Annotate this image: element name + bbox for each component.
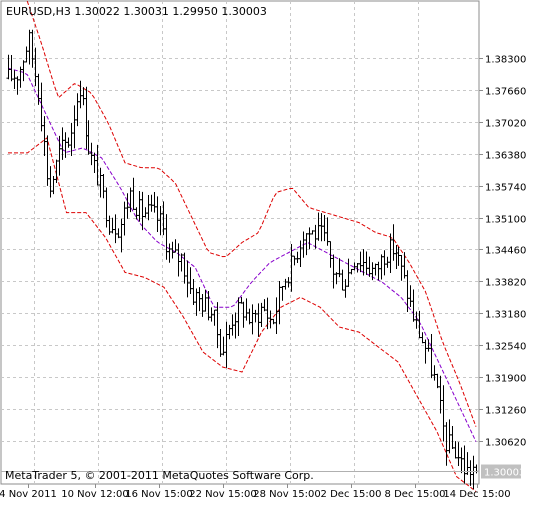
x-tick-label: 10 Nov 12:00 xyxy=(61,489,128,500)
y-tick-label: 1.33180 xyxy=(485,310,526,321)
y-tick-label: 1.31260 xyxy=(485,406,526,417)
y-tick-label: 1.34460 xyxy=(485,246,526,257)
price-bars xyxy=(6,29,479,490)
x-tick-label: 4 Nov 2011 xyxy=(0,489,57,500)
y-tick-label: 1.35740 xyxy=(485,183,526,194)
axes: 1.38300 1.37660 1.37020 1.36380 1.35740 1.351… xyxy=(0,55,526,501)
y-tick-label: 1.30620 xyxy=(485,438,526,449)
grid xyxy=(1,1,479,484)
x-tick-label: 2 Dec 15:00 xyxy=(321,489,382,500)
band_lower-line xyxy=(8,137,477,492)
y-tick-label: 1.35100 xyxy=(485,215,526,226)
y-tick-label: 1.31900 xyxy=(485,374,526,385)
chart-title: EURUSD,H3 1.30022 1.30031 1.29950 1.3000… xyxy=(6,5,267,18)
x-tick-label: 8 Dec 15:00 xyxy=(385,489,446,500)
y-tick-label: 1.32540 xyxy=(485,342,526,353)
x-tick-label: 22 Nov 15:00 xyxy=(189,489,256,500)
last-price-badge xyxy=(481,464,521,479)
y-tick-label: 1.37020 xyxy=(485,119,526,130)
plot-area xyxy=(0,0,480,485)
y-tick-label: 1.38300 xyxy=(485,55,526,66)
copyright-footer: MetaTrader 5, © 2001-2011 MetaQuotes Sof… xyxy=(5,469,314,482)
x-tick-label: 16 Nov 15:00 xyxy=(125,489,192,500)
band_middle-line xyxy=(7,67,477,442)
y-tick-label: 1.33820 xyxy=(485,278,526,289)
y-tick-label: 1.37660 xyxy=(485,87,526,98)
x-tick-label: 28 Nov 15:00 xyxy=(253,489,320,500)
y-tick-label: 1.36380 xyxy=(485,151,526,162)
last-price-label: 1.30003 xyxy=(484,468,525,479)
x-tick-label: 14 Dec 15:00 xyxy=(443,489,510,500)
